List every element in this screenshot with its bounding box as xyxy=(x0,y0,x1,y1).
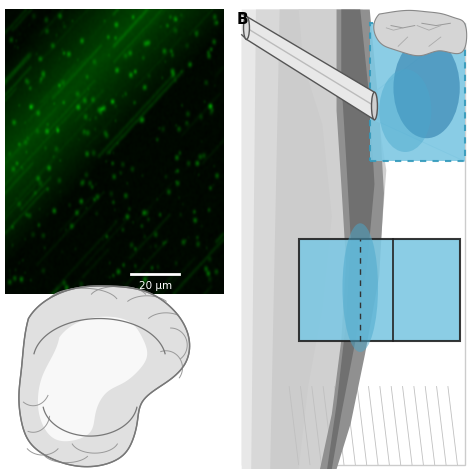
Polygon shape xyxy=(374,23,465,161)
Polygon shape xyxy=(38,317,147,441)
Polygon shape xyxy=(270,9,351,469)
Polygon shape xyxy=(242,9,315,469)
Polygon shape xyxy=(327,9,374,469)
Polygon shape xyxy=(251,9,363,469)
Polygon shape xyxy=(246,17,374,120)
Ellipse shape xyxy=(342,223,378,352)
Text: 20 μm: 20 μm xyxy=(138,281,172,291)
Polygon shape xyxy=(299,9,386,469)
Bar xyxy=(299,239,460,340)
Polygon shape xyxy=(374,10,467,56)
Polygon shape xyxy=(320,9,384,469)
Bar xyxy=(370,23,465,161)
Text: B: B xyxy=(237,12,249,27)
Polygon shape xyxy=(19,286,190,467)
Ellipse shape xyxy=(393,37,460,138)
Ellipse shape xyxy=(379,69,431,152)
Ellipse shape xyxy=(372,92,377,120)
Ellipse shape xyxy=(244,17,249,39)
